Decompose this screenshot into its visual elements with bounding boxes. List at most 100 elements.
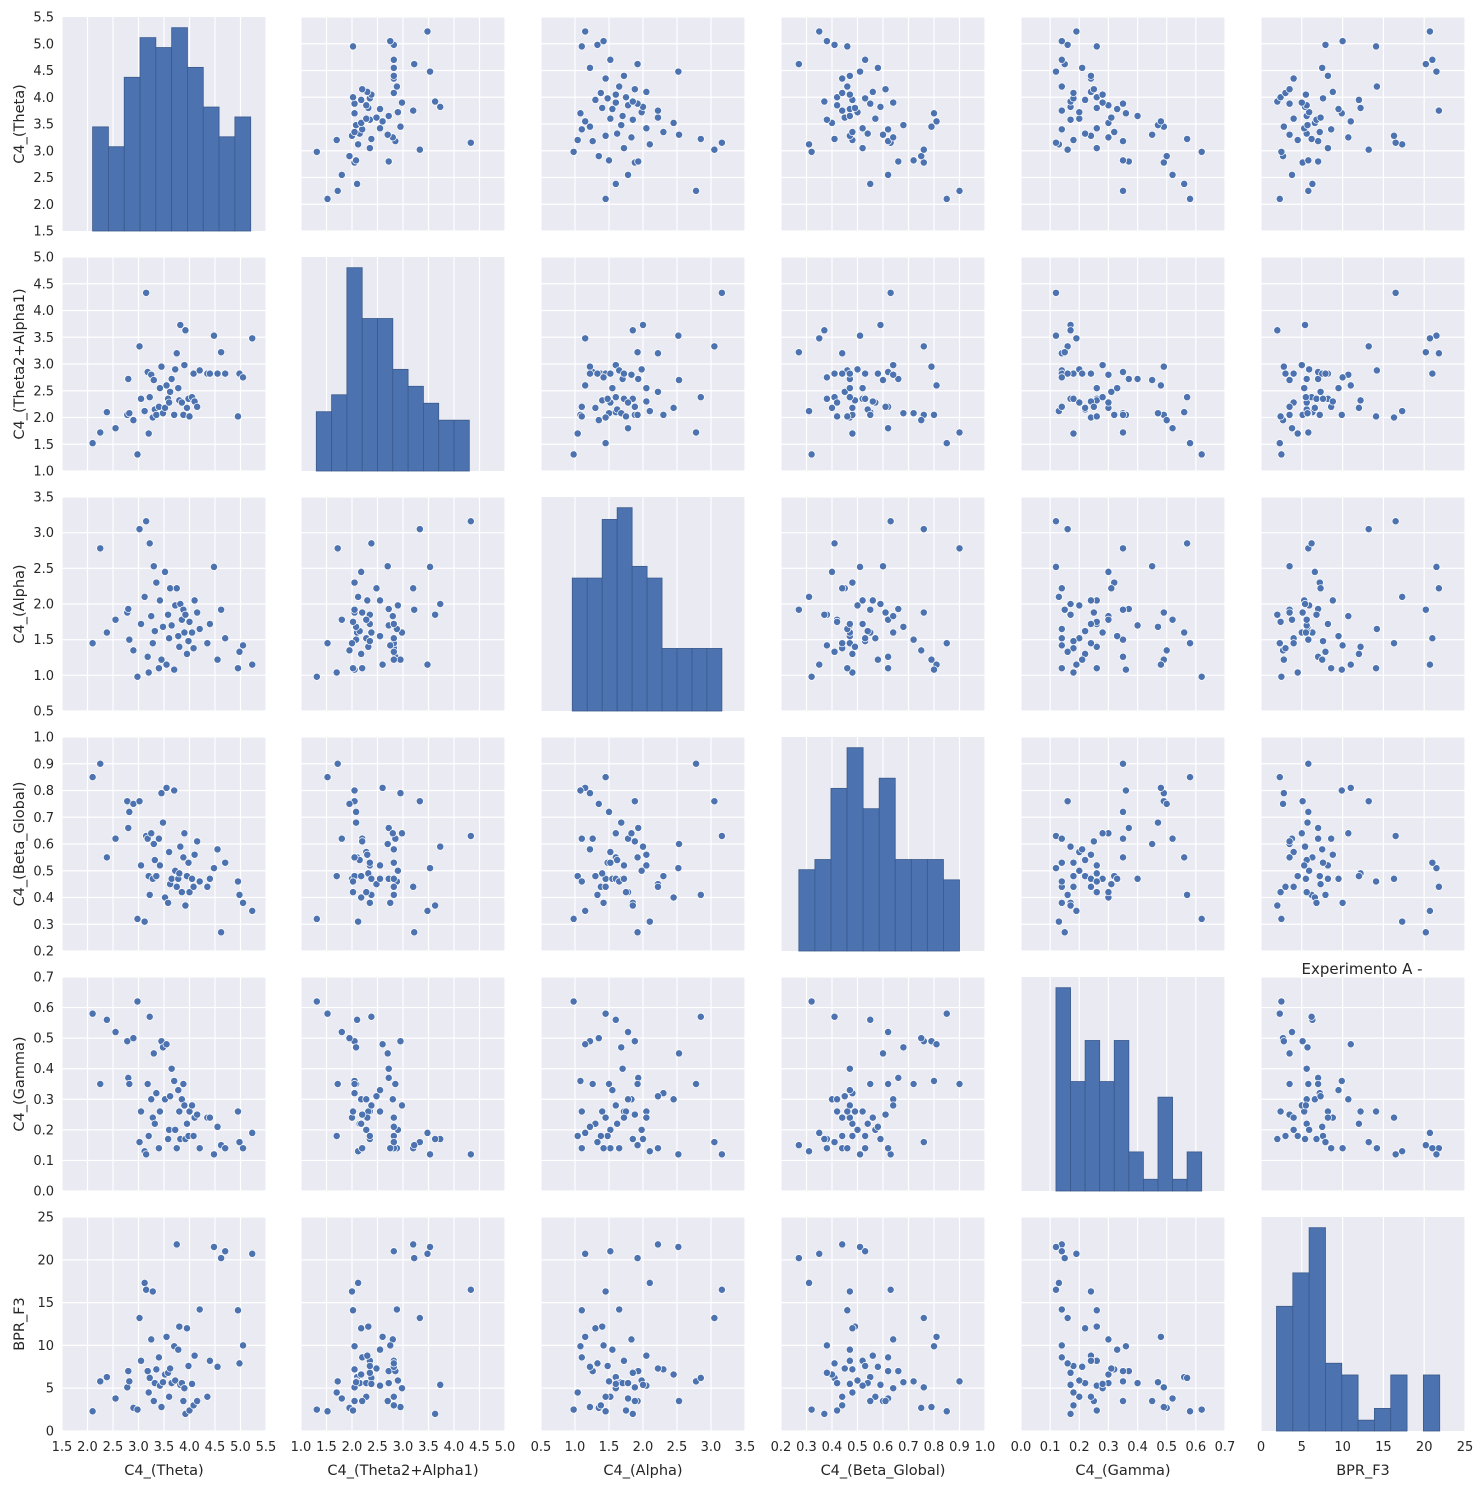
scatter-point	[881, 608, 890, 617]
scatter-point	[717, 832, 726, 840]
scatter-point	[1124, 375, 1133, 383]
scatter-point	[1428, 369, 1437, 378]
scatter-point	[866, 410, 875, 419]
scatter-point	[639, 1380, 647, 1389]
scatter-point	[634, 375, 643, 383]
scatter-point	[358, 1144, 367, 1153]
scatter-point	[195, 1144, 204, 1153]
scatter-point	[1069, 637, 1078, 646]
scatter-point	[830, 40, 839, 49]
scatter-point	[1321, 40, 1330, 49]
scatter-point	[357, 95, 366, 104]
scatter-point	[1315, 872, 1324, 881]
scatter-point	[1346, 1040, 1355, 1049]
scatter-point	[696, 1373, 705, 1382]
scatter-point	[166, 1364, 175, 1373]
scatter-point	[696, 393, 705, 402]
hist-bar	[631, 565, 648, 712]
scatter-point	[1119, 137, 1127, 146]
scatter-point	[1089, 85, 1098, 94]
scatter-point	[175, 1107, 184, 1116]
scatter-point	[1390, 874, 1398, 883]
scatter-point	[669, 118, 678, 127]
scatter-point	[1098, 361, 1107, 370]
scatter-point	[581, 1128, 590, 1137]
y-tick-label: 1.5	[33, 633, 54, 648]
scatter-point	[807, 672, 816, 681]
scatter-point	[1148, 840, 1157, 848]
scatter-point	[942, 1407, 951, 1416]
scatter-point	[1338, 898, 1347, 907]
scatter-point	[833, 1095, 842, 1104]
scatter-point	[152, 578, 161, 587]
scatter-point	[362, 615, 371, 624]
scatter-point	[415, 145, 424, 154]
scatter-point	[367, 874, 376, 883]
scatter-point	[1338, 37, 1347, 46]
scatter-point	[927, 1403, 936, 1411]
scatter-point	[350, 1342, 359, 1351]
scatter-point	[899, 622, 908, 631]
x-tick-label: 0.8	[924, 1440, 945, 1455]
scatter-point	[378, 660, 387, 669]
scatter-point	[1314, 157, 1323, 166]
scatter-point	[894, 1073, 903, 1082]
scatter-point	[1300, 384, 1309, 393]
scatter-point	[235, 1359, 244, 1368]
scatter-point	[838, 584, 847, 593]
scatter-point	[1289, 369, 1298, 378]
y-tick-label: 10	[37, 1339, 54, 1354]
scatter-point	[1057, 1353, 1066, 1362]
scatter-point	[353, 1015, 362, 1024]
scatter-point	[917, 1403, 926, 1412]
scatter-point	[581, 117, 590, 126]
scatter-point	[376, 1086, 384, 1095]
scatter-point	[1081, 95, 1090, 104]
scatter-point	[1364, 1138, 1373, 1147]
scatter-point	[143, 652, 152, 661]
hist-bar	[1186, 1151, 1203, 1192]
scatter-point	[692, 759, 700, 768]
scatter-point	[603, 1132, 612, 1140]
y-tick-label: 0.3	[33, 1093, 54, 1108]
scatter-point	[349, 877, 357, 886]
scatter-point	[350, 99, 359, 108]
scatter-point	[601, 1113, 610, 1122]
y-tick-label: 4.0	[33, 91, 54, 106]
scatter-point	[1298, 1037, 1307, 1046]
scatter-point	[1364, 525, 1373, 534]
scatter-point	[102, 408, 111, 417]
scatter-point	[159, 1378, 167, 1387]
scatter-point	[152, 410, 161, 419]
scatter-point	[1312, 610, 1321, 619]
scatter-point	[333, 1080, 342, 1088]
scatter-point	[133, 450, 142, 459]
scatter-point	[611, 1015, 620, 1024]
scatter-point	[409, 106, 418, 115]
scatter-point	[1323, 144, 1332, 153]
scatter-point	[861, 1247, 870, 1256]
scatter-point	[1288, 615, 1296, 624]
scatter-point	[1356, 396, 1365, 405]
y-axis-label: C4_(Beta_Global)	[12, 782, 28, 907]
scatter-point	[807, 997, 816, 1006]
scatter-point	[884, 125, 893, 134]
scatter-point	[1057, 37, 1066, 46]
scatter-point	[1069, 858, 1078, 867]
scatter-point	[884, 1353, 893, 1362]
scatter-point	[876, 102, 885, 111]
scatter-point	[205, 1113, 214, 1122]
scatter-point	[1312, 394, 1321, 403]
scatter-point	[348, 1287, 356, 1296]
scatter-point	[594, 416, 603, 425]
scatter-point	[1133, 112, 1142, 120]
x-tick-label: 0.6	[873, 1440, 894, 1455]
scatter-point	[637, 365, 646, 374]
scatter-point	[654, 882, 662, 891]
scatter-point	[815, 27, 824, 36]
scatter-point	[620, 861, 628, 870]
scatter-point	[376, 596, 384, 605]
scatter-point	[175, 1322, 184, 1331]
x-tick-label: 3.5	[418, 1440, 439, 1455]
scatter-point	[1180, 179, 1189, 188]
